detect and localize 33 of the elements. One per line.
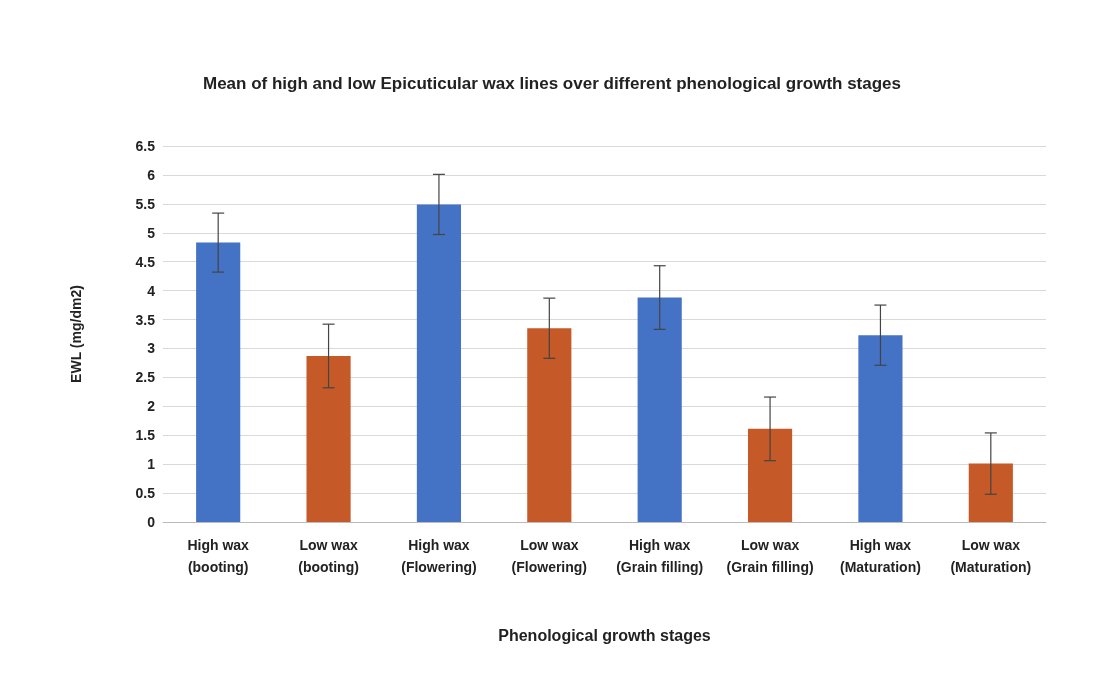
bar <box>858 335 903 522</box>
y-axis-title: EWL (mg/dm2) <box>68 285 84 383</box>
bar <box>747 428 793 522</box>
bar <box>637 297 682 522</box>
x-tick-label: High wax (Flowering) <box>401 537 477 575</box>
y-tick-label: 2 <box>147 398 156 415</box>
y-tick-label: 4.5 <box>135 253 156 270</box>
y-tick-label: 3 <box>147 340 156 357</box>
bar <box>416 204 462 522</box>
y-tick-label: 1.5 <box>135 427 156 444</box>
x-tick-label: Low wax (Maturation) <box>950 537 1032 575</box>
x-axis-title: Phenological growth stages <box>498 626 711 644</box>
x-tick-label: High wax (Grain filling) <box>616 537 704 575</box>
y-tick-label: 0.5 <box>135 485 156 502</box>
bar <box>196 242 241 522</box>
x-tick-label: Low wax (Grain filling) <box>726 537 814 575</box>
bar <box>306 355 351 522</box>
y-tick-label: 5.5 <box>135 195 156 212</box>
x-tick-label: Low wax (booting) <box>298 537 359 575</box>
x-tick-label: Low wax (Flowering) <box>511 537 588 575</box>
chart-title: Mean of high and low Epicuticular wax lines over different phenological growth stages <box>202 74 902 93</box>
y-tick-label: 4 <box>147 282 156 299</box>
y-tick-label: 3.5 <box>135 311 156 328</box>
y-tick-label: 6 <box>147 166 156 183</box>
y-tick-label: 1 <box>147 456 156 473</box>
bar <box>527 328 572 522</box>
y-tick-label: 5 <box>147 224 156 241</box>
bar <box>968 463 1013 522</box>
x-tick-label: High wax (Maturation) <box>839 537 921 575</box>
x-tick-label: High wax (booting) <box>187 537 250 575</box>
y-tick-label: 6.5 <box>135 138 156 154</box>
y-tick-label: 0 <box>147 514 156 530</box>
y-tick-label: 2.5 <box>135 369 156 386</box>
